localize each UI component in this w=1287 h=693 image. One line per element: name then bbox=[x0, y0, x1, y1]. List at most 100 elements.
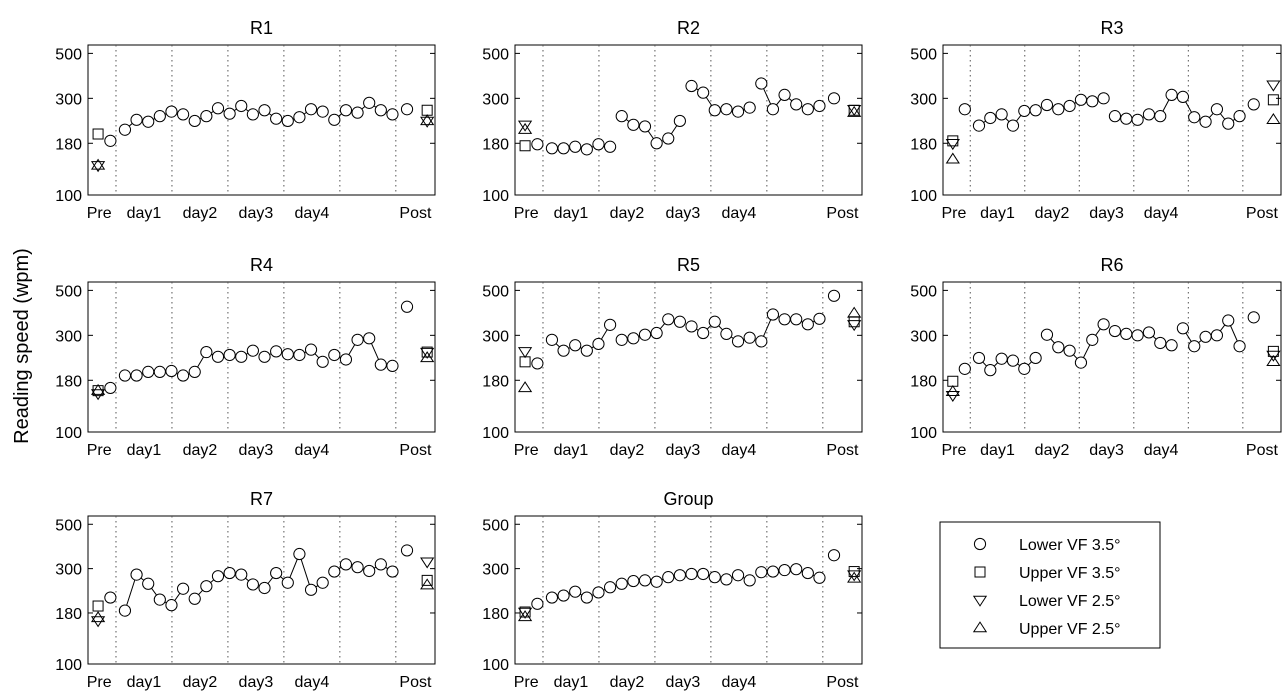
training-point bbox=[386, 108, 399, 121]
post-lower-vf-2.5-marker bbox=[420, 347, 435, 359]
y-tick-label: 100 bbox=[910, 425, 937, 442]
training-point bbox=[1176, 90, 1190, 103]
training-point bbox=[720, 103, 733, 116]
training-point bbox=[200, 110, 213, 123]
pre-lower-vf-2.5-marker bbox=[945, 390, 960, 402]
training-point bbox=[165, 599, 178, 612]
training-point bbox=[1108, 324, 1122, 338]
training-point bbox=[270, 345, 283, 358]
training-point bbox=[673, 114, 686, 128]
training-point bbox=[766, 565, 780, 578]
post-lower-vf-2.5-marker bbox=[420, 116, 435, 128]
x-tick-label: Pre bbox=[87, 442, 112, 459]
training-point bbox=[720, 573, 733, 586]
training-point bbox=[580, 344, 593, 357]
training-point bbox=[638, 120, 652, 133]
post-upper-vf-3.5-marker bbox=[421, 574, 433, 586]
pre-lower-vf-2.5-marker bbox=[90, 161, 106, 173]
x-tick-label: day2 bbox=[1035, 442, 1070, 459]
training-point bbox=[984, 111, 997, 125]
post-lower-vf-2.5-marker bbox=[420, 557, 435, 569]
post-lower-vf-2.5-marker bbox=[847, 105, 862, 117]
training-point bbox=[1108, 110, 1122, 123]
x-tick-label: day2 bbox=[610, 674, 645, 691]
y-tick-label: 100 bbox=[55, 188, 82, 205]
panel-title: R6 bbox=[1100, 255, 1123, 275]
training-point bbox=[972, 351, 986, 365]
post-lower-vf-3.5-marker bbox=[400, 544, 414, 557]
x-tick-label: day4 bbox=[1144, 205, 1179, 222]
pre-upper-vf-2.5-marker bbox=[945, 152, 960, 164]
training-point bbox=[627, 118, 640, 131]
training-point bbox=[281, 114, 294, 128]
training-point bbox=[662, 571, 675, 584]
x-tick-label: Post bbox=[399, 442, 432, 459]
training-point bbox=[557, 142, 570, 155]
training-point bbox=[685, 567, 698, 581]
training-point bbox=[1029, 351, 1042, 365]
training-point bbox=[1210, 329, 1224, 342]
panel-group: Group 100 180 300 500 Pre day1 day2 day3 day4 Post bbox=[482, 489, 863, 691]
pre-upper-vf-3.5-marker bbox=[92, 128, 104, 140]
x-tick-label: day4 bbox=[722, 442, 757, 459]
training-point bbox=[1040, 98, 1054, 112]
training-point bbox=[153, 365, 166, 378]
training-point bbox=[592, 138, 605, 151]
training-point bbox=[755, 566, 768, 579]
x-tick-label: day1 bbox=[554, 674, 589, 691]
training-point bbox=[569, 339, 582, 352]
training-point bbox=[731, 105, 745, 118]
training-point bbox=[778, 563, 791, 577]
training-point bbox=[708, 315, 721, 328]
training-point bbox=[615, 110, 628, 123]
post-upper-vf-2.5-marker bbox=[847, 306, 862, 318]
x-tick-label: day1 bbox=[127, 442, 162, 459]
training-point bbox=[200, 345, 213, 359]
training-point bbox=[557, 589, 570, 602]
legend-circle-marker bbox=[973, 537, 987, 551]
training-point bbox=[293, 547, 306, 561]
training-point bbox=[258, 104, 271, 117]
training-point bbox=[1154, 110, 1167, 123]
training-point bbox=[1040, 328, 1054, 341]
training-point bbox=[650, 137, 663, 150]
x-tick-label: day3 bbox=[1089, 205, 1124, 222]
pre-lower-vf-2.5-marker bbox=[517, 347, 533, 359]
y-tick-label: 180 bbox=[482, 606, 509, 623]
training-point bbox=[813, 312, 826, 325]
x-tick-label: day3 bbox=[239, 674, 274, 691]
training-point bbox=[235, 568, 248, 581]
panel-title: R7 bbox=[250, 489, 273, 509]
x-tick-label: day2 bbox=[183, 442, 218, 459]
plot-frame bbox=[87, 515, 436, 665]
training-point bbox=[176, 369, 190, 382]
post-upper-vf-2.5-marker bbox=[847, 571, 862, 583]
training-point bbox=[1165, 339, 1178, 352]
training-point bbox=[363, 564, 376, 578]
training-point bbox=[1086, 95, 1099, 108]
post-upper-vf-2.5-marker bbox=[420, 578, 435, 590]
y-tick-label: 180 bbox=[482, 373, 509, 390]
training-point bbox=[281, 348, 294, 361]
panel-r1: R1 100 180 300 500 Pre day1 day2 day3 day4 Post bbox=[55, 18, 436, 222]
training-point bbox=[545, 142, 559, 155]
training-point bbox=[351, 561, 364, 574]
training-point bbox=[569, 140, 582, 153]
training-point bbox=[1165, 88, 1178, 101]
x-tick-label: Post bbox=[399, 674, 432, 691]
training-point bbox=[627, 332, 640, 345]
panels: R1 100 180 300 500 Pre day1 day2 day3 day4 Post R2 1… bbox=[55, 18, 1282, 691]
training-point bbox=[304, 103, 318, 116]
x-tick-label: Pre bbox=[941, 442, 966, 459]
training-point bbox=[246, 578, 259, 591]
training-point bbox=[293, 348, 306, 362]
training-point bbox=[235, 350, 248, 363]
y-tick-label: 300 bbox=[910, 91, 937, 108]
training-point bbox=[1142, 108, 1156, 121]
pre-lower-vf-2.5-marker bbox=[517, 120, 533, 132]
training-point bbox=[1188, 111, 1201, 124]
y-tick-label: 180 bbox=[55, 606, 82, 623]
panel-title: R2 bbox=[677, 18, 700, 38]
training-point bbox=[165, 105, 178, 118]
